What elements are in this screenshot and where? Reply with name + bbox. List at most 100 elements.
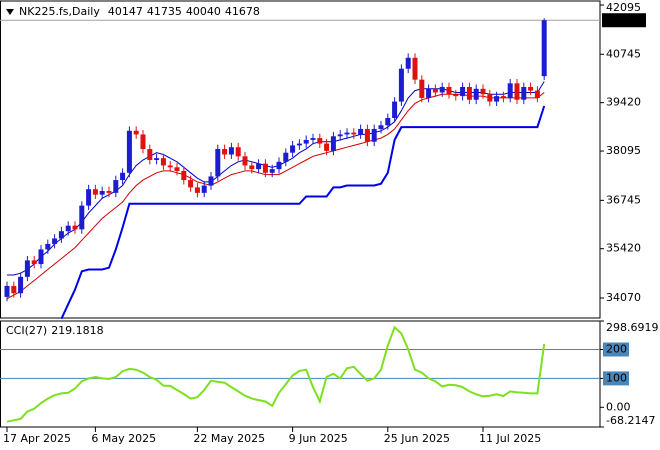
candle-body <box>446 86 452 95</box>
candle-body <box>208 176 214 186</box>
y-tick-label: 100 <box>606 371 627 384</box>
level-label-box <box>603 371 629 386</box>
candle-body <box>480 88 486 95</box>
candle-body <box>378 125 384 129</box>
candle-body <box>507 83 513 98</box>
x-tick-label: 22 May 2025 <box>193 432 265 445</box>
candle-body <box>283 152 289 162</box>
candle-body <box>215 149 221 177</box>
candle-body <box>351 132 357 135</box>
x-tick-label: 9 Jun 2025 <box>289 432 348 445</box>
close-value: 41678 <box>225 5 260 18</box>
candle-body <box>358 128 364 135</box>
bid-box <box>602 13 646 28</box>
candle-body <box>324 143 330 151</box>
candle-body <box>276 161 282 170</box>
candle-body <box>514 83 520 100</box>
candle-body <box>426 88 432 98</box>
y-tick-label: -68.2147 <box>606 414 655 427</box>
candle-body <box>405 57 411 69</box>
candle-body <box>31 260 37 265</box>
candle-body <box>303 139 309 144</box>
candle-body <box>24 260 30 277</box>
candle-body <box>521 86 527 100</box>
candle-body <box>11 285 17 294</box>
candle-body <box>364 128 370 142</box>
candle-body <box>86 189 92 206</box>
candle-body <box>500 96 506 98</box>
candle-body <box>256 163 262 170</box>
y-tick-label: 42095 <box>606 1 641 14</box>
candle-body <box>528 86 534 91</box>
candle-body <box>412 57 418 80</box>
candle-body <box>201 185 207 193</box>
candle-body <box>534 90 540 98</box>
candle-body <box>4 285 10 297</box>
candle-body <box>460 86 466 97</box>
candle-body <box>92 189 98 195</box>
open-value: 40147 <box>108 5 143 18</box>
candle-body <box>181 170 187 181</box>
candle-body <box>45 243 51 250</box>
candle-body <box>466 86 472 100</box>
y-tick-label: 298.6919 <box>606 321 659 334</box>
panel-frame <box>0 0 601 319</box>
indicator-line <box>7 81 545 276</box>
candle-body <box>249 165 255 170</box>
candle-body <box>371 128 377 142</box>
candle-body <box>222 149 228 155</box>
candle-body <box>52 238 58 244</box>
candle-body <box>439 86 445 93</box>
level-label-box <box>603 342 629 357</box>
low-value: 40040 <box>186 5 221 18</box>
chart-header: NK225.fs,Daily 40147 41735 40040 41678 <box>19 5 260 18</box>
candle-body <box>228 147 234 155</box>
y-tick-label: 0.00 <box>606 400 631 413</box>
candle-body <box>235 147 241 157</box>
candle-body <box>167 165 173 168</box>
candle-body <box>487 94 493 102</box>
candle-body <box>188 180 194 188</box>
candle-body <box>140 134 146 150</box>
candle-body <box>453 94 459 97</box>
candle-body <box>106 191 112 193</box>
chart-title: NK225.fs,Daily <box>19 5 100 18</box>
candle-body <box>99 191 105 195</box>
x-tick-label: 17 Apr 2025 <box>3 432 71 445</box>
candle-body <box>473 88 479 100</box>
candle-body <box>541 20 547 77</box>
candle-body <box>120 172 126 181</box>
candle-body <box>147 149 153 160</box>
candle-body <box>242 156 248 166</box>
candle-body <box>126 130 132 173</box>
candle-body <box>79 205 85 230</box>
menu-arrow <box>6 9 14 15</box>
candle-body <box>385 118 391 126</box>
indicator-line <box>60 105 546 320</box>
candle-body <box>65 225 71 232</box>
candle-body <box>398 68 404 102</box>
candle-body <box>310 138 316 140</box>
candle-body <box>419 79 425 98</box>
y-tick-label: 38095 <box>606 144 641 157</box>
candle-body <box>72 225 78 230</box>
y-tick-label: 35420 <box>606 242 641 255</box>
candle-body <box>113 180 119 193</box>
candle-body <box>337 134 343 137</box>
candle-body <box>290 145 296 153</box>
x-tick-label: 25 Jun 2025 <box>384 432 450 445</box>
candle-body <box>344 132 350 135</box>
indicator-title: CCI(27) <box>6 324 47 337</box>
bid-label: 41678 <box>606 13 641 26</box>
y-tick-label: 39420 <box>606 96 641 109</box>
candle-body <box>194 187 200 193</box>
x-tick-label: 6 May 2025 <box>91 432 156 445</box>
panel-frame <box>0 320 601 428</box>
indicator-header: CCI(27) 219.1818 <box>6 324 104 337</box>
candle-body <box>392 101 398 119</box>
y-tick-label: 200 <box>606 343 627 356</box>
candle-body <box>262 163 268 173</box>
candle-body <box>317 138 323 144</box>
